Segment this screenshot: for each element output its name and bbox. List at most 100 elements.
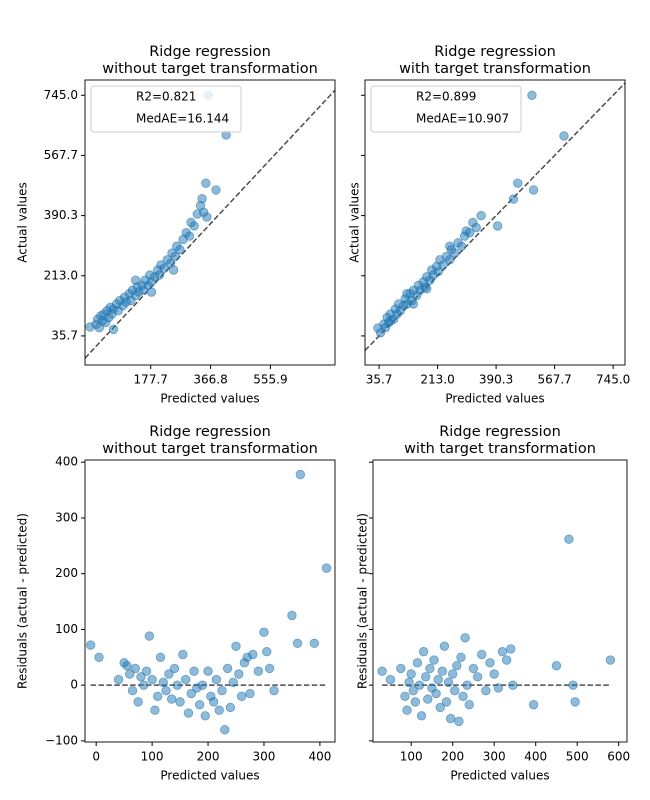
point xyxy=(433,674,443,685)
point xyxy=(228,677,238,688)
legend-entry: MedAE=16.144 xyxy=(136,112,229,126)
chart-title: Ridge regression xyxy=(149,44,271,60)
point xyxy=(404,677,414,688)
point xyxy=(402,705,412,715)
x-axis-label: Predicted values xyxy=(445,392,544,406)
chart-title: with target transformation xyxy=(404,441,596,457)
point xyxy=(445,713,456,724)
point xyxy=(462,680,472,690)
point xyxy=(166,694,177,704)
point xyxy=(200,711,210,721)
chart-title: Ridge regression xyxy=(439,424,561,440)
point xyxy=(400,691,410,702)
point xyxy=(423,694,433,704)
point xyxy=(175,244,185,255)
point xyxy=(154,270,165,280)
point xyxy=(259,627,269,637)
y-axis-label: Actual values xyxy=(16,182,30,262)
chart-title: with target transformation xyxy=(399,61,591,77)
chart-title: Ridge regression xyxy=(149,424,271,440)
y-tick-label: 745.0 xyxy=(44,88,78,102)
point xyxy=(476,211,486,221)
point xyxy=(429,655,439,665)
point xyxy=(450,686,460,696)
point xyxy=(513,178,523,188)
point xyxy=(528,699,539,710)
point xyxy=(253,666,264,676)
point xyxy=(492,221,503,231)
point xyxy=(443,677,454,688)
y-tick-label: 0 xyxy=(70,678,78,692)
chart-title: Ridge regression xyxy=(434,44,556,60)
point xyxy=(321,563,332,573)
x-tick-label: 35.7 xyxy=(366,373,393,387)
point xyxy=(159,263,169,274)
point xyxy=(385,674,396,685)
point xyxy=(236,691,247,702)
x-tick-label: 100 xyxy=(400,750,423,764)
point xyxy=(425,663,435,674)
point xyxy=(175,697,185,707)
point xyxy=(269,686,279,696)
y-tick-label: 300 xyxy=(55,510,78,524)
point xyxy=(460,633,470,643)
x-axis-label: Predicted values xyxy=(160,769,259,783)
point xyxy=(169,663,180,674)
y-tick-label: 213.0 xyxy=(44,268,78,282)
point xyxy=(180,674,191,685)
point xyxy=(447,669,458,679)
point xyxy=(85,640,96,650)
point xyxy=(211,674,222,685)
point xyxy=(489,669,499,679)
point xyxy=(178,649,188,660)
point xyxy=(189,666,199,676)
reference-line xyxy=(364,82,626,351)
point xyxy=(454,716,464,727)
point xyxy=(222,663,233,674)
point xyxy=(262,647,272,657)
point xyxy=(408,686,418,696)
x-tick-label: 745.0 xyxy=(596,373,630,387)
point xyxy=(435,702,445,713)
point xyxy=(406,669,416,679)
x-tick-label: 366.8 xyxy=(193,373,227,387)
point xyxy=(184,231,195,241)
point xyxy=(150,705,160,715)
x-tick-label: 500 xyxy=(566,750,589,764)
y-tick-label: 567.7 xyxy=(44,148,78,162)
point xyxy=(197,680,208,690)
point xyxy=(170,251,180,262)
x-tick-label: 400 xyxy=(524,750,547,764)
legend-entry: R2=0.899 xyxy=(416,90,476,104)
y-tick-label: 35.7 xyxy=(51,328,78,342)
point xyxy=(437,666,448,676)
point xyxy=(139,680,149,690)
point xyxy=(472,672,483,682)
point xyxy=(438,260,448,270)
point xyxy=(605,655,616,665)
legend-box xyxy=(90,85,242,133)
point xyxy=(568,680,578,690)
point xyxy=(295,469,306,480)
x-tick-label: 400 xyxy=(308,750,331,764)
point xyxy=(202,212,212,222)
point xyxy=(501,655,512,665)
point xyxy=(292,638,303,649)
point xyxy=(385,316,396,326)
point xyxy=(197,194,207,204)
point xyxy=(458,691,468,702)
point xyxy=(220,725,230,735)
point xyxy=(416,711,427,721)
y-tick-label: 100 xyxy=(55,622,78,636)
y-tick-label: 400 xyxy=(55,455,78,469)
point xyxy=(146,287,157,297)
x-tick-label: 0 xyxy=(92,750,100,764)
point xyxy=(125,669,135,679)
point xyxy=(94,652,104,662)
point xyxy=(445,241,455,251)
y-axis-label: Actual values xyxy=(348,182,362,262)
point xyxy=(245,688,255,699)
point xyxy=(493,683,504,693)
point xyxy=(508,680,518,690)
point xyxy=(422,283,432,294)
